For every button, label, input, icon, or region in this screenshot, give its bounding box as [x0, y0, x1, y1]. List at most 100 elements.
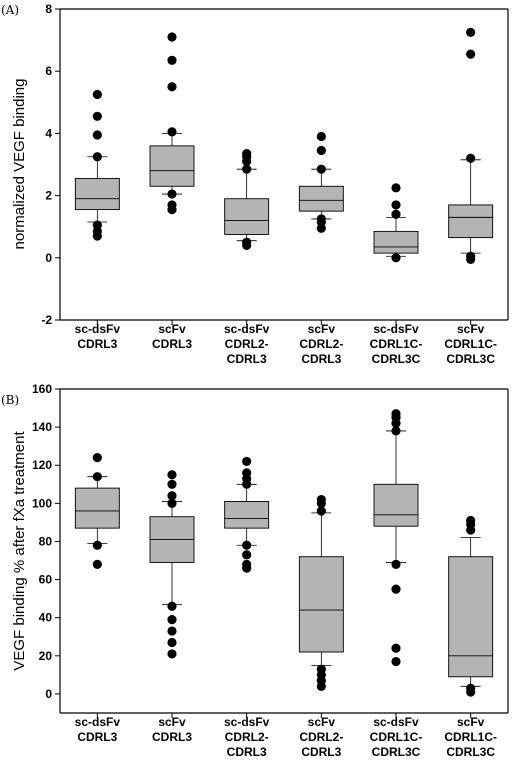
category-label: scFv: [457, 715, 485, 729]
category-label: CDRL1C-: [370, 337, 423, 351]
outlier-point: [242, 149, 252, 159]
category-label: CDRL1C-: [370, 730, 423, 744]
y-tick-label: 80: [39, 534, 53, 548]
outlier-point: [466, 251, 476, 261]
box-rect: [298, 185, 344, 212]
outlier-point: [167, 55, 177, 65]
y-tick-label: 100: [32, 496, 52, 510]
category-label: CDRL3: [152, 337, 192, 351]
category-label: CDRL3C: [372, 352, 421, 366]
category-label: CDRL3: [301, 352, 341, 366]
outlier-point: [167, 626, 177, 636]
category-label: scFv: [457, 322, 485, 336]
outlier-point: [242, 456, 252, 467]
outlier-point: [391, 253, 401, 263]
outlier-point: [167, 82, 177, 92]
outlier-point: [92, 130, 102, 140]
category-label: sc-dsFv: [75, 322, 121, 336]
outlier-point: [242, 468, 252, 478]
category-label: scFv: [308, 715, 336, 729]
outlier-point: [391, 656, 401, 667]
outlier-point: [167, 200, 177, 210]
outlier-point: [391, 209, 401, 219]
category-label: CDRL3C: [372, 745, 421, 759]
category-label: CDRL1C-: [444, 337, 497, 351]
category-label: CDRL3: [227, 352, 267, 366]
outlier-point: [92, 453, 102, 463]
y-tick-label: 0: [45, 251, 52, 265]
y-tick-label: 120: [32, 458, 52, 472]
outlier-point: [92, 111, 102, 121]
outlier-point: [167, 127, 177, 137]
box-group: [149, 32, 195, 215]
y-tick-label: -2: [41, 313, 52, 327]
panel-label: (A): [1, 3, 19, 17]
outlier-point: [92, 220, 102, 230]
y-tick-label: 2: [45, 189, 52, 203]
panel-label: (B): [1, 393, 19, 407]
outlier-point: [167, 32, 177, 42]
category-label: CDRL3: [227, 745, 267, 759]
category-label: CDRL2-: [225, 337, 269, 351]
box-group: [373, 409, 419, 667]
category-label: CDRL3: [77, 337, 117, 351]
box-group: [149, 470, 195, 659]
box-rect: [448, 556, 494, 678]
category-label: CDRL3: [301, 745, 341, 759]
box-group: [224, 456, 270, 573]
box-group: [74, 89, 120, 241]
outlier-point: [167, 470, 177, 480]
box-rect: [373, 483, 419, 527]
box-rect: [373, 230, 419, 254]
outlier-point: [316, 664, 326, 674]
category-label: CDRL3: [152, 730, 192, 744]
category-label: sc-dsFv: [224, 322, 270, 336]
category-label: sc-dsFv: [373, 322, 419, 336]
outlier-point: [167, 649, 177, 659]
outlier-point: [466, 49, 476, 59]
outlier-point: [391, 426, 401, 436]
outlier-point: [391, 200, 401, 210]
y-tick-label: 8: [45, 2, 52, 16]
outlier-point: [242, 550, 252, 560]
outlier-point: [167, 601, 177, 611]
chart-panel-b: (B) 0 20 40 60 80 100 120 140 160 VEGF binding % a…: [1, 382, 509, 759]
outlier-point: [316, 214, 326, 224]
category-label: CDRL2-: [299, 730, 343, 744]
box-group: [298, 494, 344, 691]
outlier-point: [167, 615, 177, 625]
outlier-point: [391, 559, 401, 569]
box-group: [74, 453, 120, 569]
box-group: [373, 183, 419, 263]
outlier-point: [316, 494, 326, 505]
outlier-point: [466, 27, 476, 37]
outlier-point: [242, 237, 252, 247]
category-label: CDRL3: [77, 730, 117, 744]
box-group: [448, 27, 494, 264]
outlier-point: [316, 145, 326, 156]
chart-panel-a: (A) -2 0 2 4 6 8 normalized VEGF binding sc-dsFv…: [1, 2, 509, 366]
outlier-point: [466, 683, 476, 693]
outlier-point: [316, 506, 326, 516]
outlier-point: [167, 479, 177, 489]
y-tick-label: 0: [45, 687, 52, 701]
y-tick-label: 140: [32, 420, 52, 434]
outlier-point: [466, 515, 476, 526]
outlier-point: [391, 643, 401, 653]
y-tick-label: 60: [39, 573, 53, 587]
box-rect: [74, 487, 120, 529]
y-tick-label: 4: [45, 126, 52, 140]
outlier-point: [167, 189, 177, 199]
box-rect: [224, 500, 270, 529]
outlier-point: [92, 152, 102, 162]
outlier-point: [391, 183, 401, 193]
box-group: [448, 515, 494, 697]
outlier-point: [391, 584, 401, 594]
category-label: scFv: [158, 322, 186, 336]
category-label: sc-dsFv: [75, 715, 121, 729]
box-rect: [298, 556, 344, 653]
category-label: CDRL1C-: [444, 730, 497, 744]
outlier-point: [391, 409, 401, 419]
category-label: CDRL2-: [225, 730, 269, 744]
